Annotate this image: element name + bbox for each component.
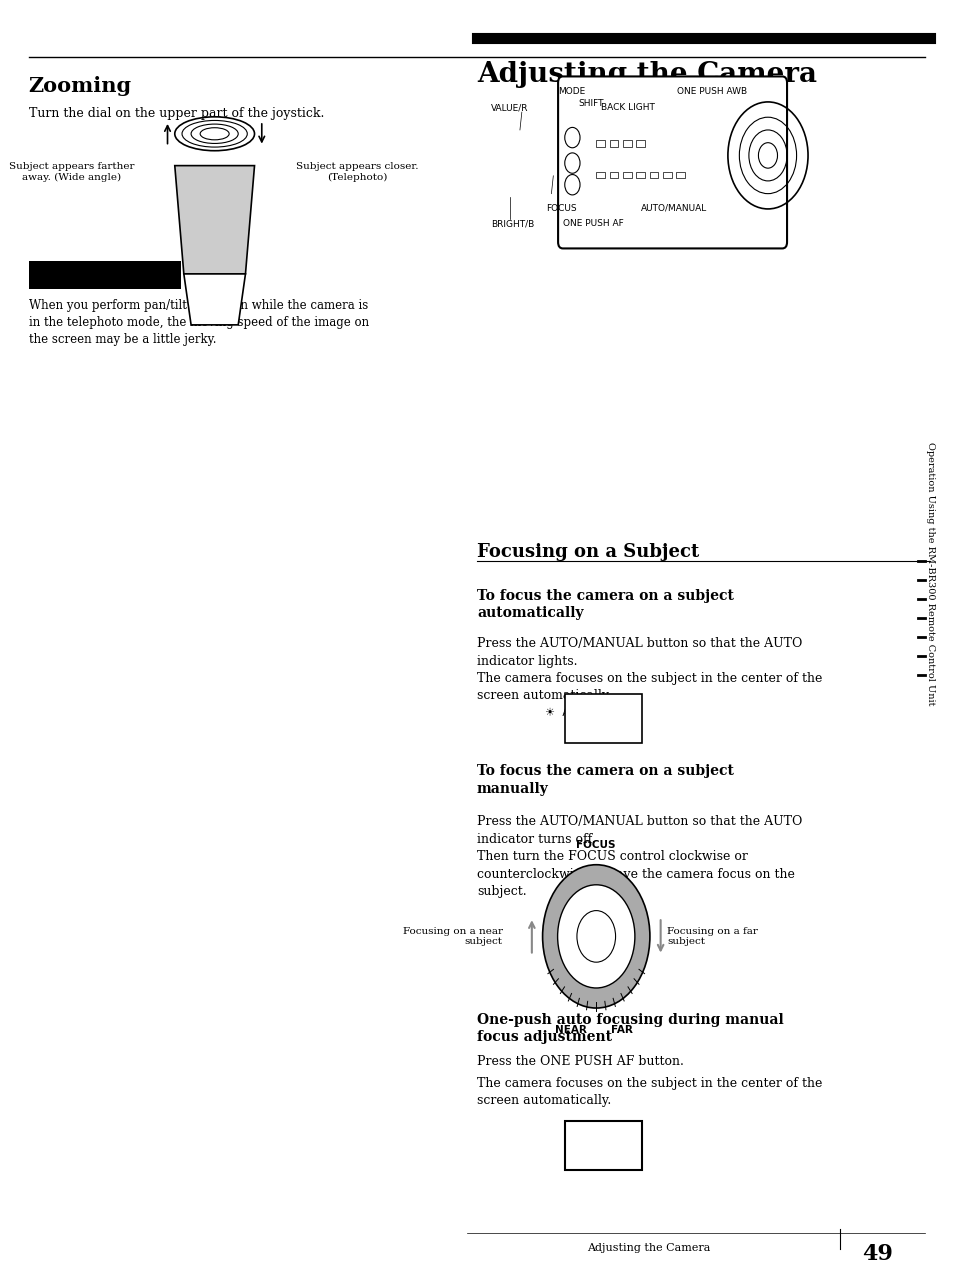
Text: SHIFT: SHIFT <box>578 99 603 108</box>
FancyBboxPatch shape <box>564 1121 641 1170</box>
Text: FOCUS: FOCUS <box>545 204 576 213</box>
FancyBboxPatch shape <box>636 140 644 147</box>
Text: Subject appears closer.
(Telephoto): Subject appears closer. (Telephoto) <box>296 162 418 182</box>
Text: FOCUS: FOCUS <box>576 841 616 851</box>
FancyBboxPatch shape <box>609 140 618 147</box>
Text: Press the AUTO/MANUAL button so that the AUTO
indicator turns off.
Then turn the: Press the AUTO/MANUAL button so that the… <box>476 815 801 898</box>
Text: BRIGHT/B: BRIGHT/B <box>491 219 534 228</box>
Text: AUTO: AUTO <box>588 712 618 722</box>
Text: Note: Note <box>33 269 65 282</box>
Text: Subject appears farther
away. (Wide angle): Subject appears farther away. (Wide angl… <box>9 162 134 182</box>
FancyBboxPatch shape <box>649 172 658 178</box>
Text: Focusing on a near
subject: Focusing on a near subject <box>402 926 502 947</box>
Text: AUTO/MANUAL: AUTO/MANUAL <box>640 204 706 213</box>
Text: ONE PUSH AWB: ONE PUSH AWB <box>677 87 747 96</box>
Text: Focusing on a far
subject: Focusing on a far subject <box>666 926 758 947</box>
FancyBboxPatch shape <box>564 694 641 743</box>
Text: VALUE/R: VALUE/R <box>491 103 528 112</box>
FancyBboxPatch shape <box>622 172 631 178</box>
FancyBboxPatch shape <box>676 172 684 178</box>
Text: Adjusting the Camera: Adjusting the Camera <box>476 61 816 88</box>
Polygon shape <box>174 166 254 274</box>
Text: FAR: FAR <box>611 1026 632 1036</box>
Text: To focus the camera on a subject
automatically: To focus the camera on a subject automat… <box>476 589 733 620</box>
Text: One-push auto focusing during manual
focus adjustment: One-push auto focusing during manual foc… <box>476 1013 783 1045</box>
Text: MANUAL: MANUAL <box>585 725 621 735</box>
Text: BACK LIGHT: BACK LIGHT <box>600 103 654 112</box>
Text: Press the ONE PUSH AF button.: Press the ONE PUSH AF button. <box>476 1055 683 1068</box>
Text: AF: AF <box>597 1152 610 1162</box>
Text: AUTO: AUTO <box>553 708 589 719</box>
FancyBboxPatch shape <box>596 172 604 178</box>
Circle shape <box>542 865 649 1008</box>
FancyBboxPatch shape <box>636 172 644 178</box>
Text: Operation Using the RM-BR300 Remote Control Unit: Operation Using the RM-BR300 Remote Cont… <box>924 442 934 705</box>
FancyBboxPatch shape <box>609 172 618 178</box>
Circle shape <box>557 884 634 989</box>
Text: To focus the camera on a subject
manually: To focus the camera on a subject manuall… <box>476 764 733 796</box>
Text: ONE PUSH AF: ONE PUSH AF <box>562 219 623 228</box>
Text: The camera focuses on the subject in the center of the
screen automatically.: The camera focuses on the subject in the… <box>476 1077 821 1107</box>
FancyBboxPatch shape <box>558 76 786 248</box>
Circle shape <box>577 911 615 962</box>
Text: When you perform pan/tilt operation while the camera is
in the telephoto mode, t: When you perform pan/tilt operation whil… <box>29 299 369 347</box>
Text: MODE: MODE <box>558 87 585 96</box>
Text: ☀: ☀ <box>543 708 553 719</box>
Text: Press the AUTO/MANUAL button so that the AUTO
indicator lights.
The camera focus: Press the AUTO/MANUAL button so that the… <box>476 637 821 702</box>
FancyBboxPatch shape <box>29 261 181 289</box>
Text: ONE PUSH: ONE PUSH <box>575 1138 632 1148</box>
Text: Adjusting the Camera: Adjusting the Camera <box>586 1243 710 1254</box>
FancyBboxPatch shape <box>662 172 671 178</box>
Text: Turn the dial on the upper part of the joystick.: Turn the dial on the upper part of the j… <box>29 107 324 120</box>
Text: NEAR: NEAR <box>554 1026 586 1036</box>
Text: Focusing on a Subject: Focusing on a Subject <box>476 543 699 561</box>
Text: 49: 49 <box>862 1243 892 1265</box>
Polygon shape <box>184 274 245 325</box>
FancyBboxPatch shape <box>596 140 604 147</box>
Text: Zooming: Zooming <box>29 76 132 97</box>
FancyBboxPatch shape <box>622 140 631 147</box>
